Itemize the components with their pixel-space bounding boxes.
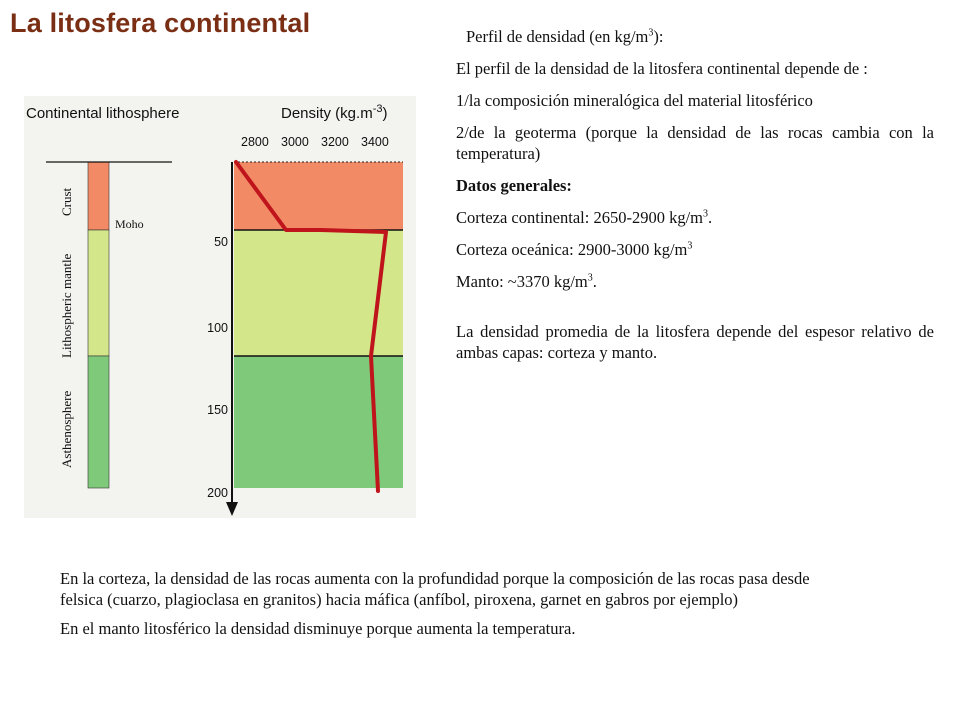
spacer: [456, 303, 934, 321]
paragraph-average-density: La densidad promedia de la litosfera dep…: [456, 322, 934, 362]
depth-axis-arrow: [226, 502, 238, 516]
mantle-density: Manto: ~3370 kg/m3.: [456, 272, 597, 291]
depth-tick: 50: [214, 235, 228, 249]
paragraph-depends: El perfil de la densidad de la litosfera…: [456, 59, 868, 78]
density-tick: 2800: [241, 135, 269, 149]
paragraph-item-2: 2/de la geoterma (porque la densidad de …: [456, 123, 934, 163]
column-crust: [87, 161, 110, 231]
density-profile-figure: Continental lithosphere Density (kg.m-3)…: [24, 96, 416, 518]
label-moho: Moho: [115, 217, 144, 231]
depth-tick: 100: [207, 321, 228, 335]
bottom-text-block: En la corteza, la densidad de las rocas …: [60, 568, 840, 647]
density-profile-svg: Continental lithosphere Density (kg.m-3)…: [26, 103, 403, 516]
paragraph-mantle-density: En el manto litosférico la densidad dism…: [60, 619, 576, 638]
figure-header-right: Density (kg.m-3): [281, 103, 387, 122]
label-crust: Crust: [59, 187, 74, 216]
column-lithospheric-mantle: [87, 229, 110, 357]
paragraph-item-1: 1/la composición mineralógica del materi…: [456, 91, 813, 110]
paragraph-crust-density: En la corteza, la densidad de las rocas …: [60, 569, 810, 609]
oceanic-crust-density: Corteza oceánica: 2900-3000 kg/m3: [456, 240, 693, 259]
profile-heading: Perfil de densidad (en kg/m3):: [466, 27, 664, 46]
density-profile-line: [234, 160, 388, 493]
label-asthenosphere: Asthenosphere: [59, 391, 74, 468]
depth-tick: 200: [207, 486, 228, 500]
column-asthenosphere: [87, 355, 110, 489]
figure-header-left: Continental lithosphere: [26, 105, 179, 122]
continental-crust-density: Corteza continental: 2650-2900 kg/m3.: [456, 208, 713, 227]
right-text-block: Perfil de densidad (en kg/m3): El perfil…: [456, 26, 934, 374]
slide-title: La litosfera continental: [10, 8, 311, 38]
density-tick: 3200: [321, 135, 349, 149]
density-tick: 3000: [281, 135, 309, 149]
depth-tick: 150: [207, 403, 228, 417]
general-data-heading: Datos generales:: [456, 176, 572, 195]
density-tick: 3400: [361, 135, 389, 149]
label-lithospheric-mantle: Lithospheric mantle: [59, 253, 74, 358]
